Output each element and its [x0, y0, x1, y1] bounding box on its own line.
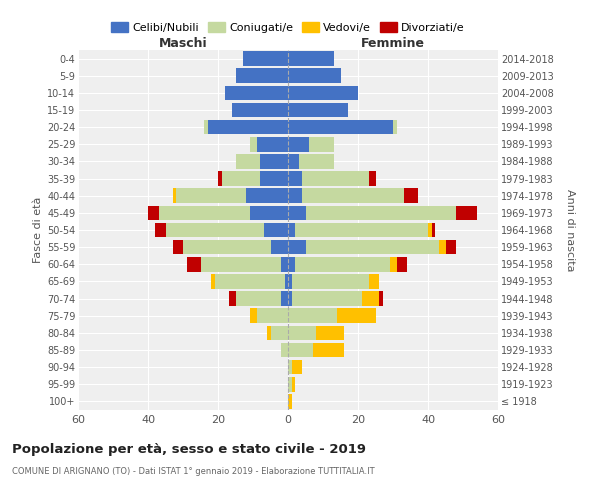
Bar	[288, 274, 292, 288]
Bar	[379, 292, 383, 306]
Bar	[305, 240, 439, 254]
Bar	[389, 257, 397, 272]
Bar	[281, 292, 288, 306]
Bar	[292, 360, 302, 374]
Bar	[288, 326, 316, 340]
Bar	[292, 274, 368, 288]
Bar	[235, 68, 288, 83]
Bar	[260, 172, 288, 186]
Bar	[173, 240, 183, 254]
Bar	[246, 188, 288, 203]
Bar	[295, 222, 428, 238]
Bar	[232, 102, 288, 118]
Bar	[292, 292, 361, 306]
Bar	[302, 188, 404, 203]
Text: Maschi: Maschi	[158, 37, 208, 50]
Bar	[183, 240, 271, 254]
Bar	[445, 240, 456, 254]
Bar	[288, 342, 313, 357]
Y-axis label: Fasce di età: Fasce di età	[32, 197, 43, 263]
Bar	[235, 154, 260, 168]
Bar	[288, 137, 309, 152]
Bar	[288, 292, 292, 306]
Bar	[288, 120, 393, 134]
Bar	[316, 326, 344, 340]
Bar	[257, 137, 288, 152]
Bar	[368, 172, 376, 186]
Bar	[288, 206, 305, 220]
Bar	[218, 172, 221, 186]
Bar	[263, 222, 288, 238]
Bar	[288, 52, 334, 66]
Bar	[431, 222, 435, 238]
Bar	[393, 120, 397, 134]
Bar	[288, 86, 358, 100]
Bar	[288, 360, 292, 374]
Bar	[295, 257, 389, 272]
Bar	[368, 274, 379, 288]
Bar	[305, 206, 456, 220]
Bar	[225, 86, 288, 100]
Bar	[155, 222, 166, 238]
Bar	[271, 240, 288, 254]
Bar	[337, 308, 376, 323]
Bar	[158, 206, 250, 220]
Bar	[166, 222, 263, 238]
Bar	[148, 206, 158, 220]
Bar	[288, 222, 295, 238]
Bar	[260, 154, 288, 168]
Bar	[281, 342, 288, 357]
Bar	[173, 188, 176, 203]
Bar	[221, 172, 260, 186]
Bar	[250, 308, 257, 323]
Bar	[428, 222, 431, 238]
Bar	[288, 172, 302, 186]
Text: COMUNE DI ARIGNANO (TO) - Dati ISTAT 1° gennaio 2019 - Elaborazione TUTTITALIA.I: COMUNE DI ARIGNANO (TO) - Dati ISTAT 1° …	[12, 468, 374, 476]
Bar	[456, 206, 477, 220]
Bar	[242, 52, 288, 66]
Bar	[288, 240, 305, 254]
Bar	[439, 240, 445, 254]
Bar	[288, 377, 292, 392]
Bar	[309, 137, 334, 152]
Bar	[397, 257, 407, 272]
Legend: Celibi/Nubili, Coniugati/e, Vedovi/e, Divorziati/e: Celibi/Nubili, Coniugati/e, Vedovi/e, Di…	[107, 18, 469, 37]
Bar	[288, 394, 292, 408]
Bar	[288, 68, 341, 83]
Bar	[257, 308, 288, 323]
Bar	[284, 274, 288, 288]
Bar	[288, 102, 347, 118]
Bar	[302, 172, 368, 186]
Bar	[208, 120, 288, 134]
Bar	[292, 377, 295, 392]
Bar	[271, 326, 288, 340]
Bar	[288, 308, 337, 323]
Bar	[299, 154, 334, 168]
Bar	[288, 154, 299, 168]
Bar	[215, 274, 284, 288]
Bar	[187, 257, 200, 272]
Bar	[404, 188, 418, 203]
Bar	[200, 257, 281, 272]
Y-axis label: Anni di nascita: Anni di nascita	[565, 188, 575, 271]
Bar	[235, 292, 281, 306]
Text: Popolazione per età, sesso e stato civile - 2019: Popolazione per età, sesso e stato civil…	[12, 442, 366, 456]
Bar	[288, 257, 295, 272]
Bar	[281, 257, 288, 272]
Bar	[288, 188, 302, 203]
Bar	[204, 120, 208, 134]
Bar	[361, 292, 379, 306]
Bar	[211, 274, 215, 288]
Bar	[250, 137, 257, 152]
Bar	[267, 326, 271, 340]
Text: Femmine: Femmine	[361, 37, 425, 50]
Bar	[229, 292, 235, 306]
Bar	[313, 342, 344, 357]
Bar	[176, 188, 246, 203]
Bar	[250, 206, 288, 220]
